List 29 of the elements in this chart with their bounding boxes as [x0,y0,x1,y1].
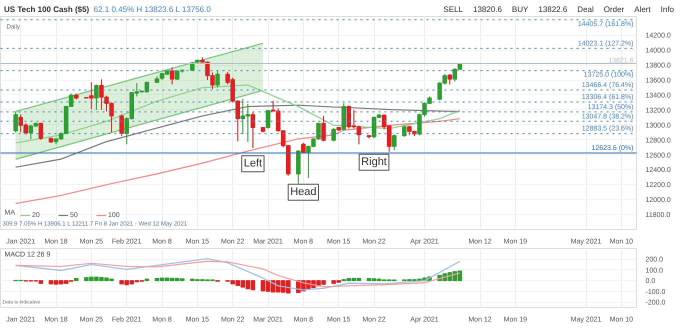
candlestick [170,66,174,86]
chart-title: US Tech 100 Cash ($5) [4,5,90,14]
text: Order [604,5,624,14]
candlestick [13,110,18,133]
text: BUY [512,5,528,14]
candlestick [321,115,326,142]
candlestick [447,74,452,86]
line-series [15,104,460,168]
text: Info [660,5,674,14]
candlestick [392,134,396,151]
candlestick [296,150,301,184]
candlestick [38,122,44,140]
bar [74,278,78,282]
candlestick [250,112,256,149]
candlestick [215,70,220,88]
annotation: Head [290,186,317,198]
text: 13820.6 [473,5,502,14]
text: Alert [634,5,651,14]
candlestick [266,109,270,130]
candlestick [331,127,336,142]
text: SELL [443,5,463,14]
chart-subtitle: 62.1 0.45% H 13823.6 L 13756.0 [94,5,211,14]
candlestick [94,84,99,110]
text: 13822.6 [538,5,568,14]
candlestick [402,125,407,138]
candlestick [119,114,124,137]
text: Deal [577,5,594,14]
annotation: Left [244,158,262,170]
annotation: Right [361,156,387,168]
